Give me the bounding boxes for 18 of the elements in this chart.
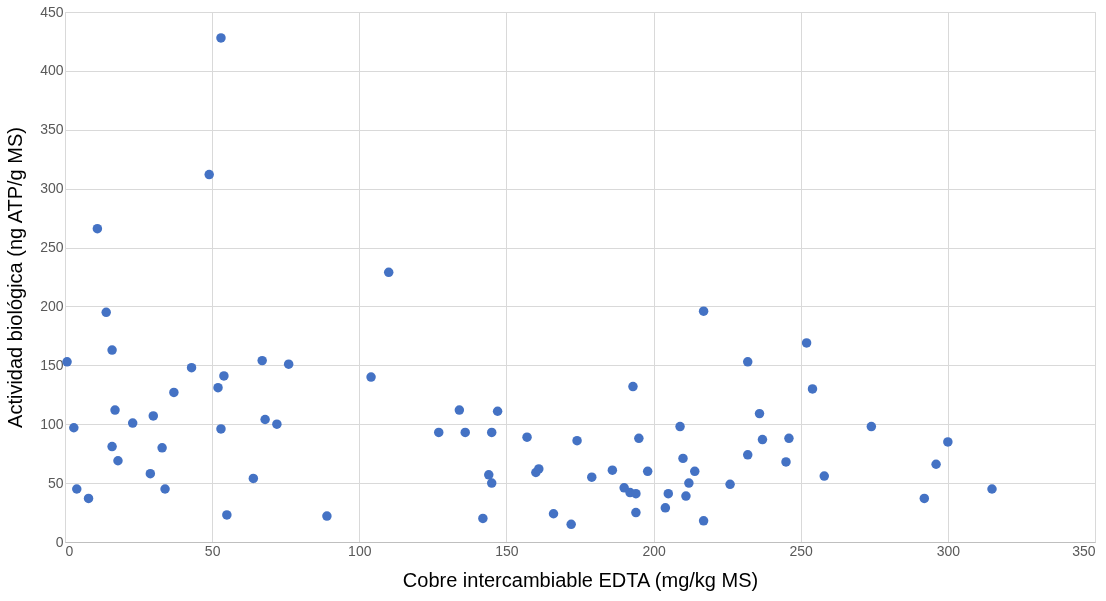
y-tick-label: 200: [40, 297, 64, 314]
x-tick-label: 300: [936, 542, 961, 559]
x-tick-label: 250: [789, 542, 814, 559]
y-tick-label: 350: [40, 121, 64, 138]
y-tick-label: 150: [40, 356, 64, 373]
x-tick-label: 50: [204, 542, 221, 559]
y-tick-label: 300: [40, 180, 64, 197]
y-tick-label: 100: [40, 415, 64, 432]
y-tick-label: 400: [40, 62, 64, 79]
x-tick-label: 150: [495, 542, 519, 559]
x-tick-label: 350: [1072, 542, 1096, 559]
y-axis-title: Actividad biológica (ng ATP/g MS): [4, 127, 27, 428]
y-tick-label: 50: [47, 474, 64, 491]
y-tick-label: 450: [40, 3, 64, 20]
x-tick-label: 100: [348, 542, 372, 559]
y-tick-label: 250: [40, 239, 64, 256]
x-tick-label: 200: [642, 542, 666, 559]
x-axis-title: Cobre intercambiable EDTA (mg/kg MS): [402, 568, 759, 591]
